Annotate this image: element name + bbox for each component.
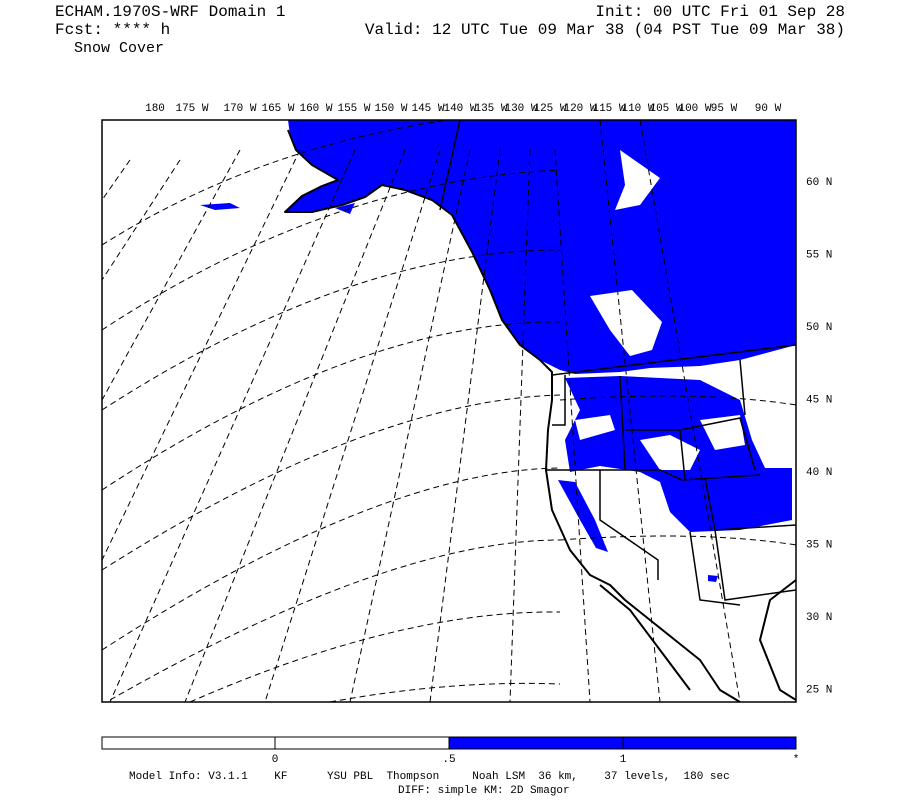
longitude-label: 135 W bbox=[474, 103, 507, 115]
longitude-label: 90 W bbox=[755, 103, 782, 115]
latitude-label: 40 N bbox=[806, 467, 832, 479]
field-name: Snow Cover bbox=[74, 40, 164, 57]
longitude-label: 100 W bbox=[678, 103, 711, 115]
snow-free-patch bbox=[575, 415, 745, 470]
latitude-labels: 60 N 55 N 50 N 45 N 40 N 35 N 30 N 25 N bbox=[806, 177, 832, 697]
latitude-label: 25 N bbox=[806, 685, 832, 697]
longitude-label: 150 W bbox=[374, 103, 407, 115]
longitude-label: 165 W bbox=[261, 103, 294, 115]
longitude-label: 155 W bbox=[337, 103, 370, 115]
colorbar-label: 1 bbox=[620, 754, 627, 766]
longitude-label: 140 W bbox=[443, 103, 476, 115]
model-info: Model Info: V3.1.1 KF YSU PBL Thompson N… bbox=[129, 771, 730, 783]
longitude-label: 180 bbox=[145, 103, 165, 115]
latitude-label: 45 N bbox=[806, 395, 832, 407]
colorbar-label: * bbox=[793, 754, 800, 766]
colorbar-label: 0 bbox=[272, 754, 279, 766]
latitude-label: 30 N bbox=[806, 612, 832, 624]
longitude-label: 160 W bbox=[299, 103, 332, 115]
latitude-label: 50 N bbox=[806, 322, 832, 334]
latitude-label: 35 N bbox=[806, 540, 832, 552]
latitude-label: 60 N bbox=[806, 177, 832, 189]
coastline bbox=[284, 129, 741, 702]
longitude-label: 170 W bbox=[223, 103, 256, 115]
borders bbox=[439, 120, 796, 606]
longitude-label: 120 W bbox=[563, 103, 596, 115]
map bbox=[101, 119, 797, 703]
forecast-hour: Fcst: **** h bbox=[55, 21, 170, 39]
longitude-label: 115 W bbox=[592, 103, 625, 115]
diff-info: DIFF: simple KM: 2D Smagor bbox=[398, 785, 570, 797]
longitude-label: 105 W bbox=[649, 103, 682, 115]
coastline bbox=[759, 579, 796, 701]
coastline bbox=[599, 584, 691, 691]
longitude-labels: 180 175 W 170 W 165 W 160 W 155 W 150 W 145 W14… bbox=[145, 103, 782, 115]
longitude-label: 175 W bbox=[175, 103, 208, 115]
colorbar bbox=[101, 736, 797, 750]
longitude-label: 95 W bbox=[711, 103, 738, 115]
longitude-label: 130 W bbox=[504, 103, 537, 115]
longitude-label: 145 W bbox=[411, 103, 444, 115]
colorbar-label: .5 bbox=[442, 754, 455, 766]
colorbar-labels: 0 .5 1 * bbox=[272, 754, 800, 766]
longitude-label: 110 W bbox=[621, 103, 654, 115]
model-title: ECHAM.1970S-WRF Domain 1 bbox=[55, 3, 285, 21]
init-time: Init: 00 UTC Fri 01 Sep 28 bbox=[595, 3, 845, 21]
longitude-label: 125 W bbox=[533, 103, 566, 115]
latitude-label: 55 N bbox=[806, 250, 832, 262]
snow-cover bbox=[200, 203, 792, 582]
map-frame bbox=[101, 119, 797, 703]
snow-cover bbox=[285, 120, 796, 374]
valid-time: Valid: 12 UTC Tue 09 Mar 38 (04 PST Tue … bbox=[365, 21, 845, 39]
